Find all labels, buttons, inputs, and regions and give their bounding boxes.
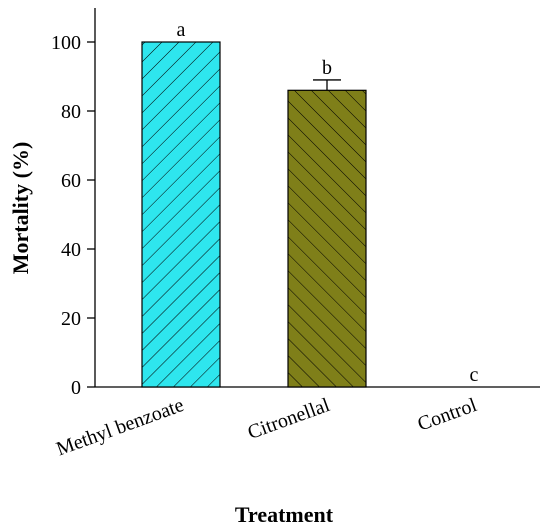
y-tick-label: 20 [61,308,81,330]
bars: a b c [141,19,479,388]
bar-outline [141,41,221,388]
y-tick-label: 100 [51,32,81,54]
y-tick-label: 0 [71,377,81,399]
y-tick-label: 40 [61,239,81,261]
y-axis: 0 20 40 60 80 100 [51,8,96,399]
category-label: Citronellal [245,394,333,444]
significance-letter: b [322,57,332,79]
significance-letter: c [470,364,479,386]
y-tick-label: 60 [61,170,81,192]
significance-letter: a [177,19,186,41]
bar-hatch [288,90,366,388]
category-labels: Methyl benzoate Citronellal Control [53,394,480,461]
category-label: Control [415,394,480,436]
y-axis-title: Mortality (%) [8,142,33,275]
bar-hatch [142,42,220,387]
x-axis-title: Treatment [235,502,334,527]
category-label: Methyl benzoate [53,394,186,460]
y-tick-label: 80 [61,101,81,123]
